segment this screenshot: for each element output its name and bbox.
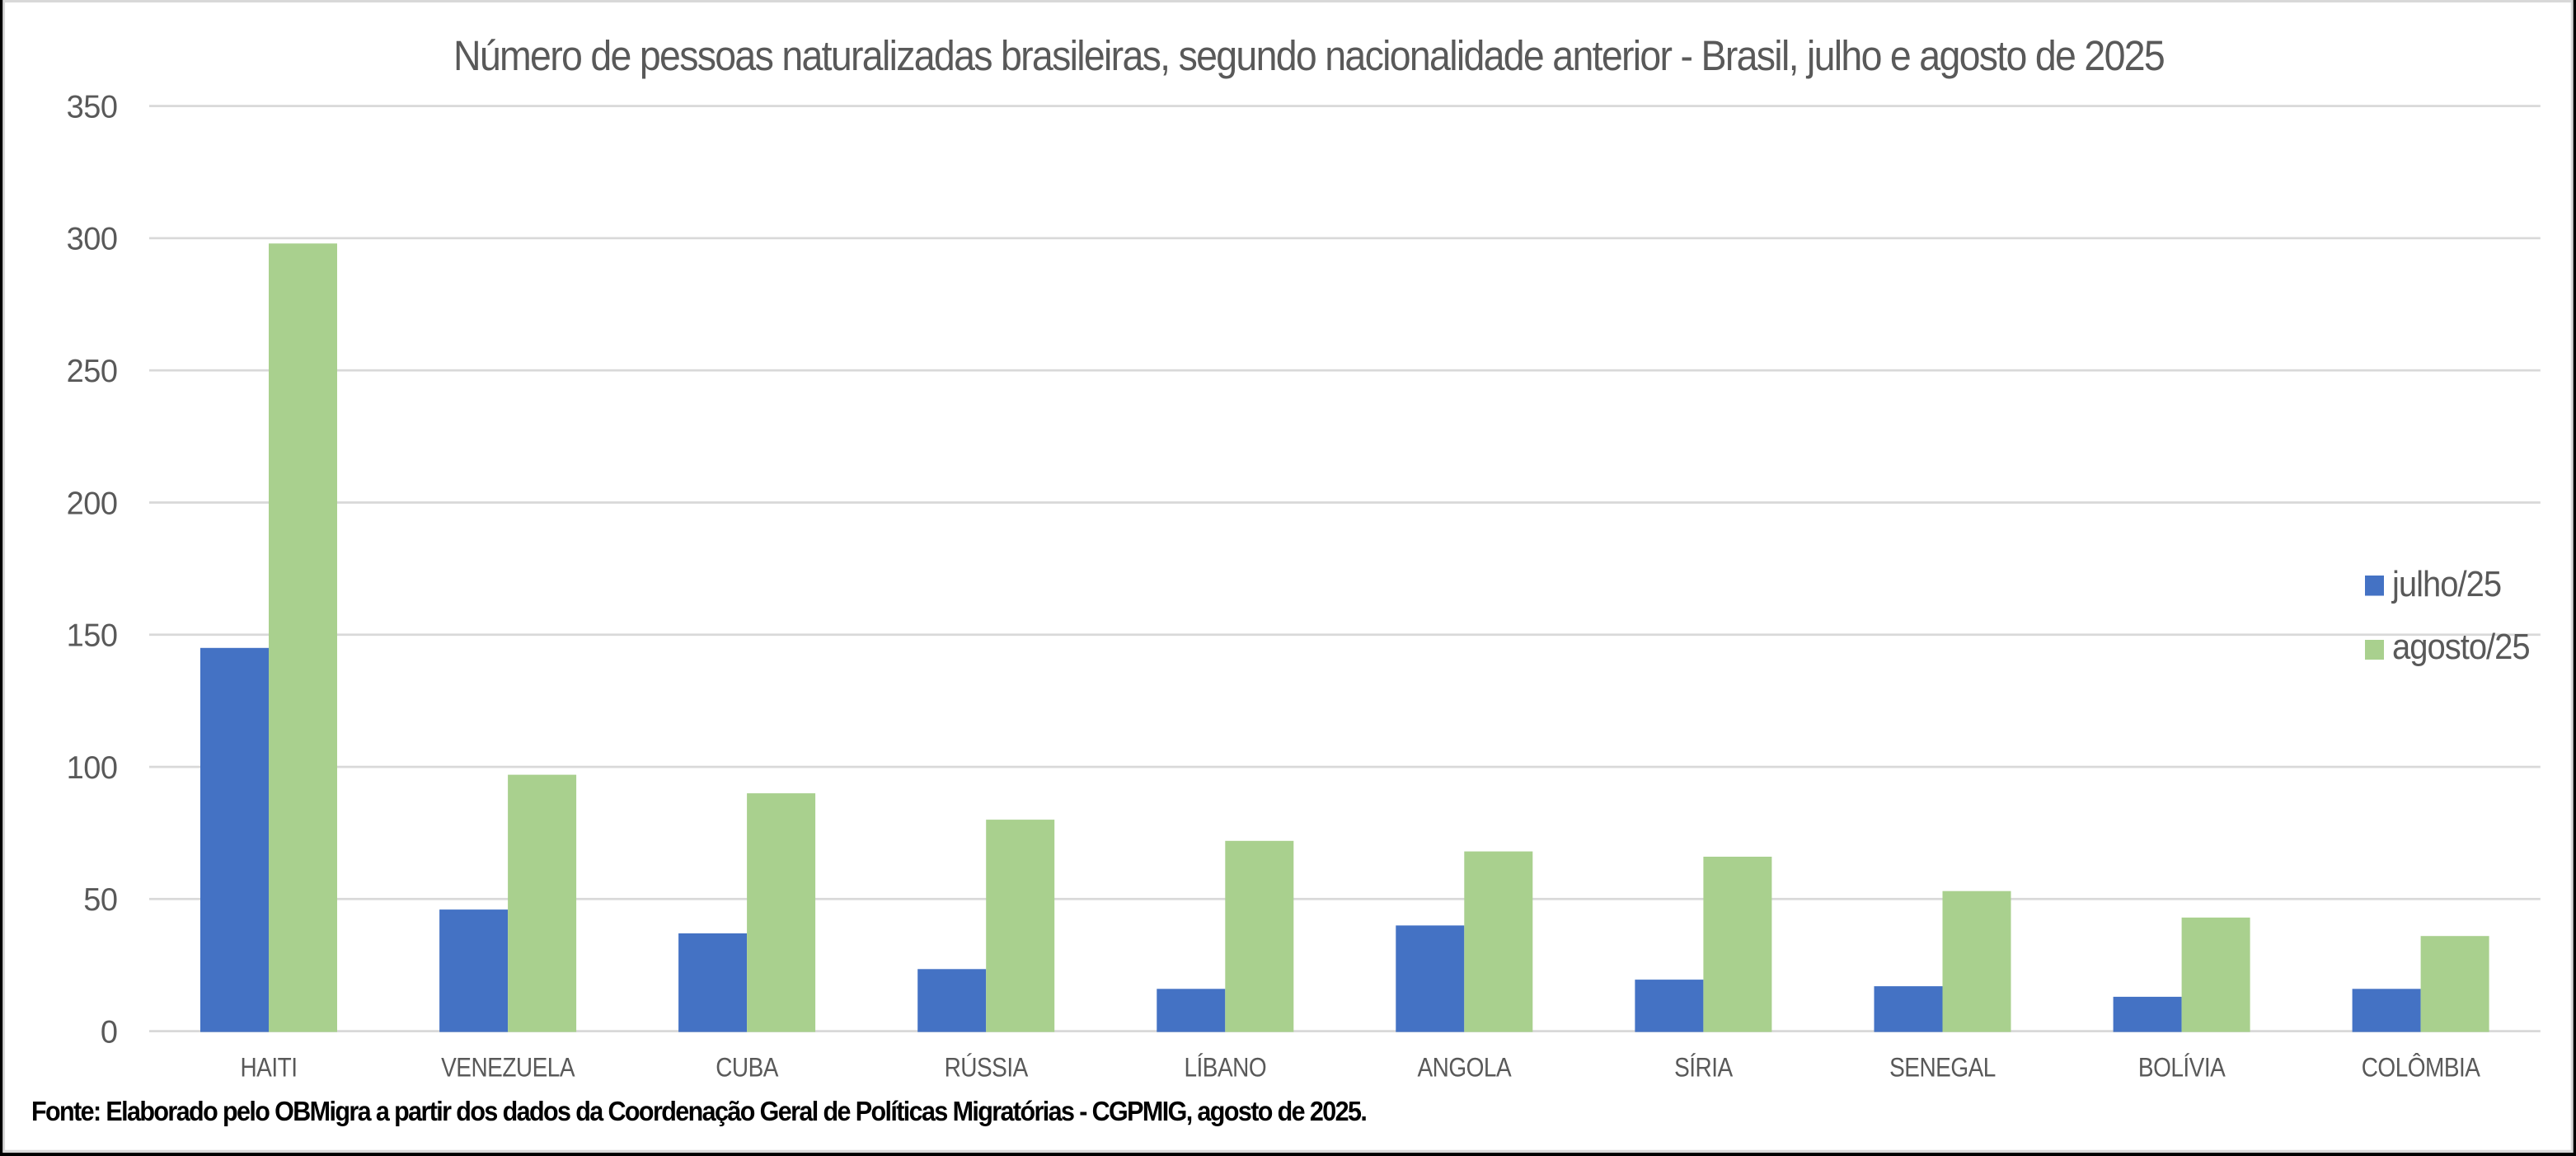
svg-text:100: 100 [67, 750, 118, 786]
svg-text:SENEGAL: SENEGAL [1889, 1054, 1996, 1083]
svg-text:HAITI: HAITI [240, 1054, 297, 1083]
svg-text:VENEZUELA: VENEZUELA [441, 1054, 575, 1083]
svg-text:Número de pessoas naturalizada: Número de pessoas naturalizadas brasilei… [453, 33, 2164, 79]
svg-text:ANGOLA: ANGOLA [1417, 1054, 1512, 1083]
svg-text:RÚSSIA: RÚSSIA [945, 1054, 1030, 1083]
svg-text:agosto/25: agosto/25 [2392, 626, 2530, 666]
svg-text:200: 200 [67, 486, 118, 522]
svg-text:COLÔMBIA: COLÔMBIA [2362, 1053, 2481, 1083]
svg-text:SÍRIA: SÍRIA [1674, 1054, 1734, 1083]
svg-text:julho/25: julho/25 [2391, 563, 2501, 604]
svg-text:50: 50 [83, 882, 117, 919]
svg-text:BOLÍVIA: BOLÍVIA [2138, 1054, 2226, 1083]
svg-text:150: 150 [67, 618, 118, 654]
svg-text:300: 300 [67, 221, 118, 257]
svg-text:Fonte: Elaborado pelo OBMigra: Fonte: Elaborado pelo OBMigra a partir d… [31, 1096, 1366, 1126]
svg-text:250: 250 [67, 353, 118, 389]
svg-text:LÍBANO: LÍBANO [1184, 1054, 1266, 1083]
svg-text:CUBA: CUBA [716, 1054, 779, 1083]
svg-text:350: 350 [67, 89, 118, 125]
svg-text:0: 0 [101, 1014, 118, 1050]
